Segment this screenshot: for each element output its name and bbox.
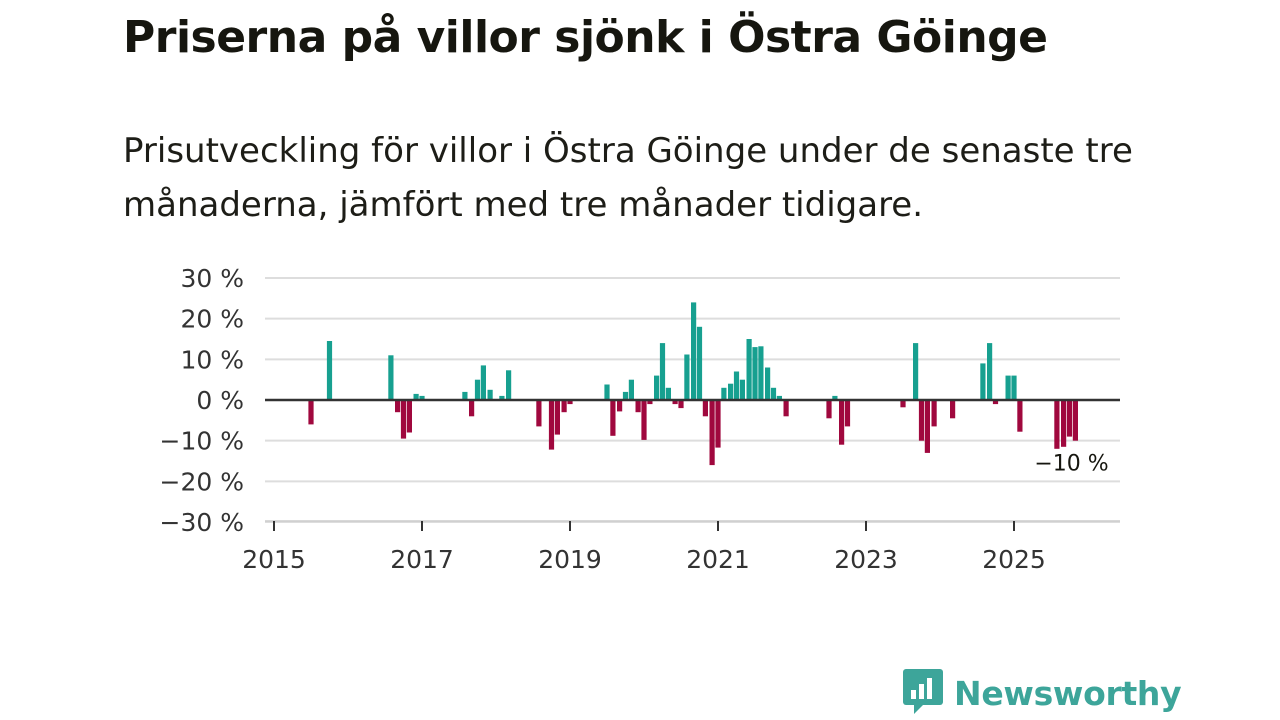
bar bbox=[604, 384, 610, 400]
x-tick-label: 2021 bbox=[686, 545, 750, 574]
bar bbox=[950, 400, 956, 419]
bar bbox=[709, 400, 715, 466]
y-tick-label: −20 % bbox=[160, 467, 244, 496]
bar bbox=[1066, 400, 1073, 437]
chart-subtitle: Prisutveckling för villor i Östra Göinge… bbox=[123, 131, 1133, 225]
bar bbox=[746, 339, 752, 400]
bar bbox=[913, 343, 919, 400]
bar bbox=[665, 387, 671, 400]
y-tick-label: −30 % bbox=[160, 508, 244, 537]
bar bbox=[462, 391, 468, 400]
bar bbox=[844, 400, 851, 427]
x-tick-label: 2017 bbox=[390, 545, 454, 574]
bar bbox=[1011, 375, 1017, 400]
bar bbox=[739, 379, 745, 400]
bar bbox=[610, 400, 616, 436]
brand-name: Newsworthy bbox=[954, 673, 1182, 713]
bar bbox=[499, 395, 505, 400]
bar bbox=[487, 389, 493, 400]
bar bbox=[783, 400, 789, 417]
bar bbox=[536, 400, 542, 427]
bar bbox=[622, 391, 629, 400]
bar bbox=[1005, 375, 1011, 400]
bar bbox=[1017, 400, 1023, 432]
bar bbox=[684, 354, 690, 400]
x-tick-label: 2015 bbox=[242, 545, 306, 574]
bar bbox=[839, 400, 845, 445]
x-tick-label: 2025 bbox=[982, 545, 1046, 574]
bar bbox=[832, 395, 838, 400]
bar bbox=[469, 400, 475, 417]
bar bbox=[326, 341, 333, 400]
y-tick-label: 20 % bbox=[180, 305, 244, 334]
x-axis-ticks: 2015 2017 2019 2021 2023 2025 bbox=[242, 521, 1046, 574]
bar bbox=[308, 400, 314, 425]
bar bbox=[715, 400, 721, 448]
bar bbox=[758, 346, 764, 400]
bar bbox=[672, 400, 678, 405]
bar bbox=[567, 400, 573, 405]
newsworthy-logo-icon bbox=[902, 668, 944, 718]
bar bbox=[752, 347, 758, 400]
bar bbox=[765, 367, 771, 400]
bar bbox=[728, 383, 734, 400]
bar bbox=[400, 400, 407, 439]
bar-chart: 30 %20 %10 %0 %−10 %−20 %−30 % 2015 2017 2… bbox=[160, 264, 1120, 574]
bar bbox=[702, 400, 708, 417]
brand-logo: Newsworthy bbox=[902, 668, 1182, 718]
bar bbox=[900, 400, 906, 408]
bar bbox=[506, 370, 512, 400]
bar bbox=[733, 371, 740, 400]
bar bbox=[641, 400, 647, 440]
bar bbox=[992, 400, 999, 405]
bar bbox=[1054, 400, 1060, 449]
bar bbox=[721, 387, 727, 400]
bar bbox=[617, 400, 623, 412]
y-axis-labels: 30 % 20 % 10 % 0 % −10 % −20 % −30 % bbox=[160, 264, 244, 537]
bar bbox=[924, 400, 930, 453]
bar bbox=[980, 363, 986, 400]
chart-title: Priserna på villor sjönk i Östra Göinge bbox=[123, 12, 1048, 63]
y-tick-label: 30 % bbox=[180, 264, 244, 293]
bar bbox=[654, 375, 660, 400]
bar bbox=[776, 395, 782, 400]
bar bbox=[628, 379, 634, 400]
bar bbox=[770, 387, 777, 400]
bar bbox=[561, 400, 567, 413]
bar bbox=[635, 400, 641, 413]
x-tick-label: 2019 bbox=[538, 545, 602, 574]
bar bbox=[647, 400, 653, 405]
bar bbox=[474, 379, 481, 400]
bar bbox=[931, 400, 937, 427]
bars bbox=[308, 302, 1078, 466]
bar bbox=[987, 343, 993, 400]
bar bbox=[395, 400, 401, 413]
bar bbox=[691, 302, 697, 400]
bar bbox=[1061, 400, 1067, 447]
bar bbox=[918, 400, 925, 441]
y-tick-label: 0 % bbox=[196, 386, 244, 415]
bar bbox=[480, 365, 486, 400]
bar bbox=[419, 395, 425, 400]
bar bbox=[1072, 400, 1078, 441]
bar bbox=[388, 355, 394, 400]
bar bbox=[554, 400, 560, 435]
bar bbox=[826, 400, 832, 419]
annotation-label: −10 % bbox=[1034, 452, 1108, 477]
bar bbox=[406, 400, 412, 433]
bar bbox=[413, 393, 419, 400]
bar bbox=[659, 343, 666, 400]
x-tick-label: 2023 bbox=[834, 545, 898, 574]
y-tick-label: 10 % bbox=[180, 345, 244, 374]
bar bbox=[678, 400, 684, 409]
y-tick-label: −10 % bbox=[160, 427, 244, 456]
gridlines bbox=[265, 277, 1120, 523]
bar bbox=[696, 326, 703, 400]
bar bbox=[548, 400, 555, 450]
